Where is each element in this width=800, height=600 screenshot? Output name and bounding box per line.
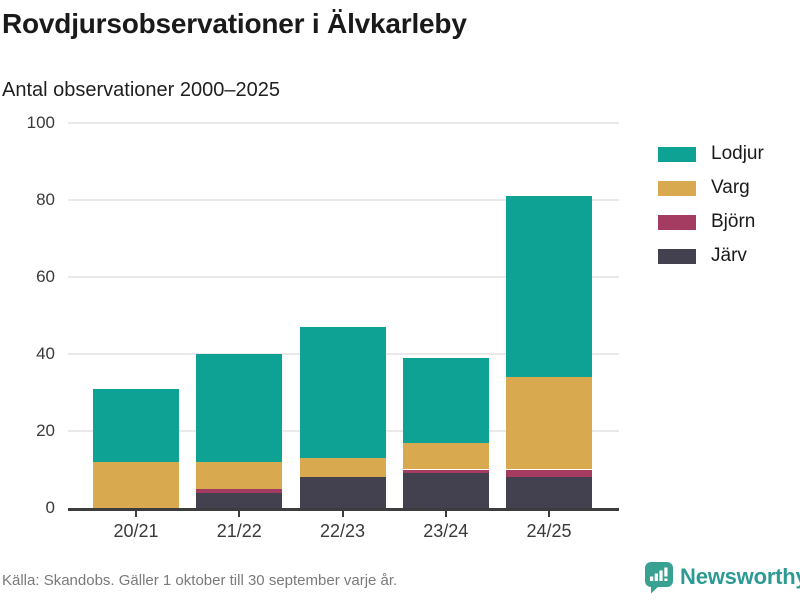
bar-segment-lodjur-24-25 (506, 196, 592, 378)
x-axis-tick-20-21 (135, 510, 137, 517)
gridline-80 (68, 199, 619, 201)
bar-segment-varg-20-21 (93, 461, 179, 508)
bar-segment-lodjur-23-24 (402, 357, 489, 443)
x-axis-label-20-21: 20/21 (113, 521, 159, 541)
x-axis-tick-23-24 (444, 510, 447, 517)
y-axis-label-40: 40 (36, 344, 55, 363)
legend-item-lodjur: Lodjur (658, 143, 764, 165)
x-axis-label-22-23: 22/23 (319, 521, 366, 541)
legend-label-bjorn: Björn (711, 211, 756, 232)
x-axis-tick-22-23 (341, 510, 344, 517)
y-axis-label-0: 0 (45, 498, 55, 517)
y-axis-label-60: 60 (36, 267, 55, 286)
legend-label-lodjur: Lodjur (711, 143, 764, 164)
legend: Lodjur Varg Björn Järv (658, 143, 764, 279)
legend-item-varg: Varg (658, 177, 764, 199)
x-axis-tick-21-22 (238, 510, 241, 517)
legend-label-varg: Varg (711, 177, 750, 198)
bar-segment-varg-23-24 (402, 442, 489, 470)
legend-swatch-lodjur (658, 146, 696, 162)
source-note: Källa: Skandobs. Gäller 1 oktober till 3… (2, 572, 398, 589)
bar-segment-jarv-22-23 (299, 477, 386, 508)
bar-segment-jarv-21-22 (196, 492, 283, 508)
x-axis-label-24-25: 24/25 (526, 521, 572, 541)
bar-segment-jarv-23-24 (402, 473, 489, 508)
y-axis-label-100: 100 (26, 113, 55, 132)
bar-segment-bjorn-24-25 (506, 469, 592, 478)
y-axis-label-80: 80 (36, 190, 55, 209)
legend-label-jarv: Järv (711, 245, 747, 266)
bar-segment-lodjur-20-21 (93, 388, 179, 462)
x-axis-line (68, 507, 619, 511)
gridline-60 (68, 276, 619, 278)
legend-swatch-bjorn (658, 214, 696, 230)
bar-segment-varg-21-22 (196, 461, 283, 489)
x-axis-label-21-22: 21/22 (216, 521, 262, 541)
bar-segment-lodjur-21-22 (196, 354, 283, 462)
newsworthy-logo: Newsworthy (644, 562, 800, 594)
x-axis-tick-24-25 (548, 510, 550, 517)
bar-segment-bjorn-21-22 (196, 488, 283, 493)
legend-swatch-varg (658, 180, 696, 196)
legend-item-jarv: Järv (658, 245, 764, 267)
chart-subtitle: Antal observationer 2000–2025 (2, 79, 280, 101)
bar-segment-varg-22-23 (299, 457, 386, 478)
bar-segment-jarv-24-25 (506, 477, 592, 508)
legend-item-bjorn: Björn (658, 211, 764, 233)
y-axis-label-20: 20 (36, 421, 55, 440)
legend-swatch-jarv (658, 248, 696, 264)
bar-segment-lodjur-22-23 (299, 327, 386, 458)
chart-title: Rovdjursobservationer i Älvkarleby (2, 8, 467, 39)
bar-segment-varg-24-25 (506, 377, 592, 470)
gridline-100 (68, 122, 619, 124)
newsworthy-wordmark: Newsworthy (680, 564, 800, 589)
x-axis-label-23-24: 23/24 (423, 521, 469, 541)
newsworthy-bubble-chart-icon (645, 562, 673, 594)
bar-segment-bjorn-23-24 (402, 469, 489, 474)
